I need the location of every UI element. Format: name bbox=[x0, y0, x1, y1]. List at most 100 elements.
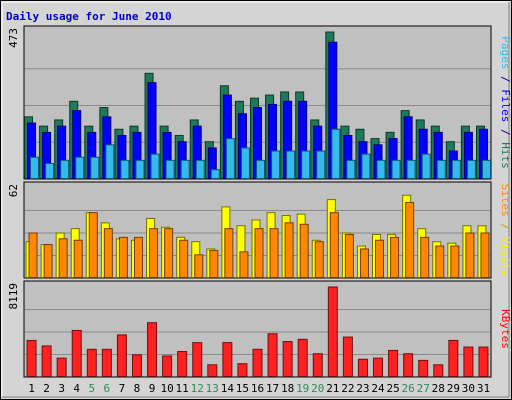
x-tick-label: 1 bbox=[28, 382, 35, 395]
bar-pages-day-28 bbox=[436, 159, 446, 180]
bar-pages-day-7 bbox=[120, 159, 130, 180]
bar-pages-day-6 bbox=[105, 144, 115, 179]
bar-sites-day-8 bbox=[133, 236, 143, 279]
bar-sites-day-6 bbox=[103, 228, 113, 278]
bar-kbytes-day-13 bbox=[207, 364, 218, 377]
x-tick-label: 11 bbox=[176, 382, 189, 395]
bar-kbytes-day-5 bbox=[86, 348, 97, 378]
bar-pages-day-2 bbox=[45, 162, 55, 180]
x-tick-label: 23 bbox=[356, 382, 369, 395]
bar-kbytes-day-10 bbox=[162, 355, 173, 377]
bar-sites-day-30 bbox=[465, 232, 475, 278]
bar-sites-day-13 bbox=[209, 249, 219, 279]
bar-pages-day-26 bbox=[406, 159, 416, 180]
x-tick-label: 20 bbox=[311, 382, 324, 395]
bar-pages-day-18 bbox=[286, 150, 296, 180]
x-tick-label: 31 bbox=[477, 382, 490, 395]
bar-sites-day-1 bbox=[28, 232, 38, 278]
x-tick-label: 21 bbox=[326, 382, 339, 395]
x-tick-label: 8 bbox=[134, 382, 141, 395]
bar-kbytes-day-21 bbox=[327, 286, 338, 377]
bar-pages-day-19 bbox=[301, 150, 311, 180]
series-sites bbox=[28, 202, 490, 279]
bar-sites-day-5 bbox=[88, 212, 98, 278]
x-tick-label: 7 bbox=[119, 382, 126, 395]
bar-kbytes-day-28 bbox=[433, 364, 444, 377]
bar-kbytes-day-9 bbox=[147, 322, 158, 377]
bar-kbytes-day-27 bbox=[418, 359, 429, 378]
bar-pages-day-11 bbox=[180, 159, 190, 180]
x-tick-label: 15 bbox=[236, 382, 249, 395]
bar-sites-day-26 bbox=[405, 202, 415, 278]
bar-kbytes-day-3 bbox=[56, 357, 67, 377]
x-tick-label: 28 bbox=[432, 382, 445, 395]
bar-pages-day-4 bbox=[75, 156, 85, 179]
bar-kbytes-day-11 bbox=[177, 351, 188, 377]
bar-sites-day-7 bbox=[118, 236, 128, 279]
bar-sites-day-31 bbox=[480, 232, 490, 278]
bar-pages-day-15 bbox=[240, 147, 250, 179]
x-tick-label: 3 bbox=[58, 382, 65, 395]
x-tick-label: 12 bbox=[191, 382, 204, 395]
bar-kbytes-day-1 bbox=[26, 339, 37, 377]
bar-kbytes-day-29 bbox=[448, 339, 459, 377]
panel-sites-visits: 62 Sites / Visits bbox=[7, 181, 512, 279]
panel-legend-label: Pages / Files / Hits bbox=[499, 36, 512, 169]
bar-sites-day-12 bbox=[194, 254, 204, 279]
bar-pages-day-14 bbox=[225, 138, 235, 180]
bar-pages-day-12 bbox=[195, 159, 205, 180]
x-tick-label: 16 bbox=[251, 382, 264, 395]
bar-pages-day-25 bbox=[391, 159, 401, 180]
bar-kbytes-day-19 bbox=[297, 338, 308, 378]
panel-legend-label: Sites / Visits bbox=[499, 184, 512, 277]
bar-kbytes-day-26 bbox=[403, 353, 414, 378]
series-pages bbox=[30, 128, 491, 180]
legend-part: / bbox=[499, 69, 512, 89]
bar-kbytes-day-20 bbox=[312, 353, 323, 378]
bar-sites-day-14 bbox=[224, 228, 234, 278]
chart-panels: 473 Pages / Files / Hits 62 Sites / Visits 8… bbox=[7, 25, 512, 378]
x-tick-label: 19 bbox=[296, 382, 309, 395]
bar-sites-day-21 bbox=[329, 212, 339, 278]
x-tick-label: 25 bbox=[386, 382, 399, 395]
bar-sites-day-29 bbox=[450, 245, 460, 278]
bar-kbytes-day-14 bbox=[222, 342, 233, 378]
bar-sites-day-17 bbox=[269, 228, 279, 278]
bar-sites-day-27 bbox=[420, 236, 430, 279]
bar-pages-day-31 bbox=[481, 159, 491, 180]
bar-kbytes-day-16 bbox=[252, 348, 263, 378]
panel-pages-files-hits: 473 Pages / Files / Hits bbox=[7, 25, 512, 180]
x-tick-label: 13 bbox=[206, 382, 219, 395]
bar-sites-day-4 bbox=[73, 239, 83, 279]
bar-kbytes-day-22 bbox=[342, 336, 353, 377]
legend-part: KBytes bbox=[499, 309, 512, 349]
bar-kbytes-day-15 bbox=[237, 363, 248, 378]
bar-sites-day-16 bbox=[254, 228, 264, 278]
x-tick-label: 10 bbox=[160, 382, 173, 395]
bar-sites-day-18 bbox=[284, 222, 294, 279]
bar-pages-day-30 bbox=[466, 159, 476, 180]
bar-pages-day-29 bbox=[451, 159, 461, 180]
legend-part: Pages bbox=[499, 36, 512, 69]
bar-sites-day-28 bbox=[435, 245, 445, 278]
bar-pages-day-23 bbox=[361, 153, 371, 179]
panel-max-label: 62 bbox=[7, 184, 20, 197]
x-tick-label: 17 bbox=[266, 382, 279, 395]
x-tick-label: 30 bbox=[462, 382, 475, 395]
bar-kbytes-day-30 bbox=[463, 346, 474, 377]
bar-sites-day-19 bbox=[299, 223, 309, 279]
bar-kbytes-day-23 bbox=[357, 358, 368, 377]
bar-pages-day-21 bbox=[331, 128, 341, 179]
bar-sites-day-20 bbox=[314, 241, 324, 278]
legend-part: / bbox=[499, 217, 512, 237]
x-tick-label: 4 bbox=[73, 382, 80, 395]
bar-pages-day-22 bbox=[346, 159, 356, 180]
x-tick-label: 5 bbox=[88, 382, 95, 395]
bar-sites-day-23 bbox=[359, 248, 369, 278]
bar-sites-day-24 bbox=[375, 239, 385, 279]
panel-kbytes: 8119 KBytes bbox=[7, 280, 512, 378]
bar-kbytes-day-7 bbox=[116, 334, 127, 377]
bar-kbytes-day-17 bbox=[267, 333, 278, 377]
x-tick-label: 9 bbox=[149, 382, 156, 395]
